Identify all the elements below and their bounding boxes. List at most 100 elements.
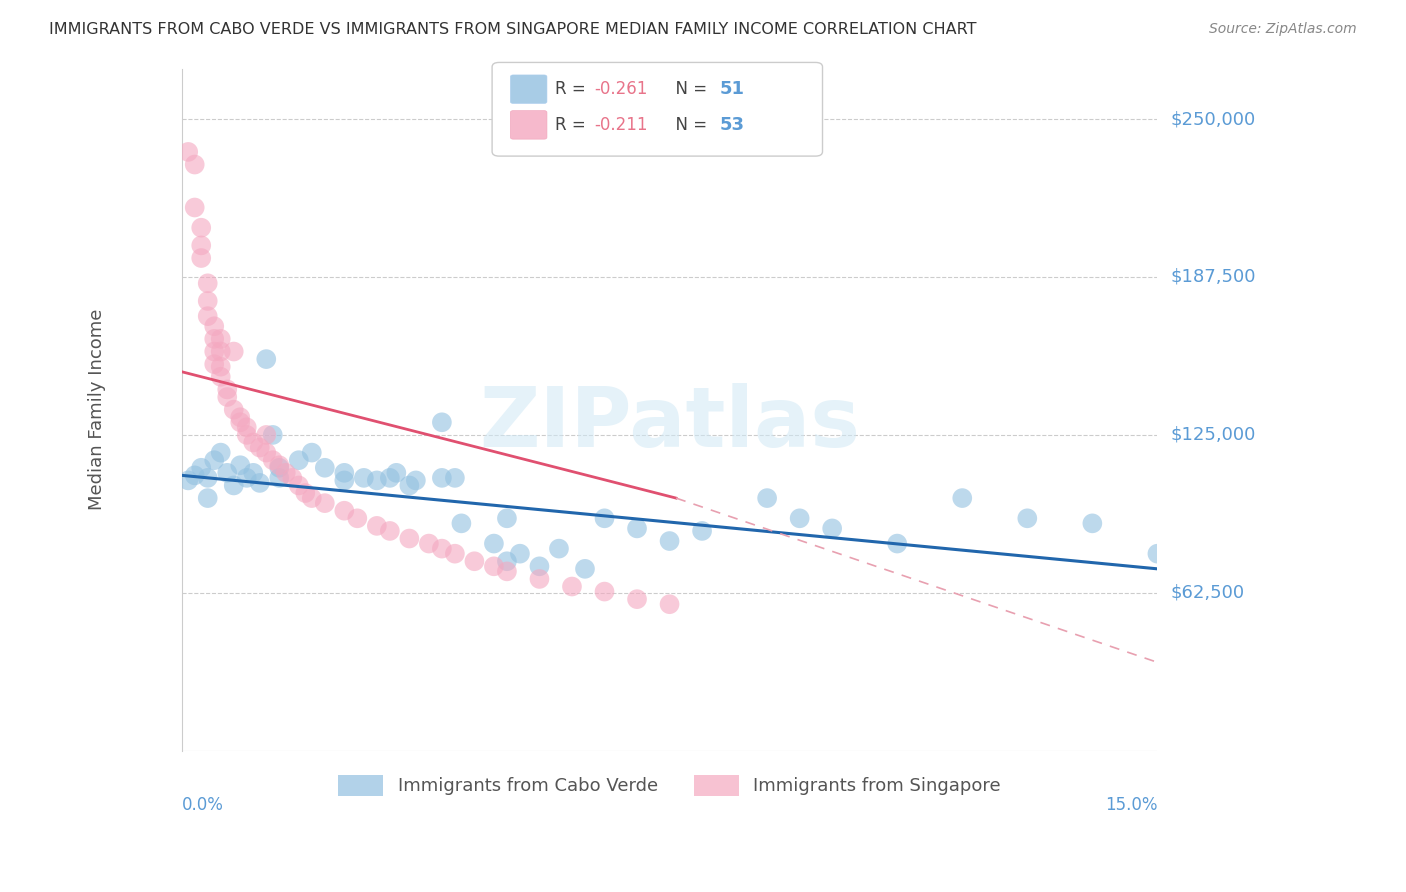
Text: N =: N = [665, 116, 713, 134]
Immigrants from Singapore [235, 420, 257, 434]
Immigrants from Singapore [197, 277, 219, 291]
Immigrants from Singapore [209, 344, 232, 359]
Immigrants from Singapore [229, 415, 252, 429]
Immigrants from Singapore [346, 511, 368, 525]
Immigrants from Singapore [482, 559, 505, 574]
Immigrants from Singapore [254, 428, 277, 442]
Text: $250,000: $250,000 [1170, 110, 1256, 128]
Immigrants from Singapore [197, 293, 219, 308]
Immigrants from Cabo Verde [821, 521, 844, 535]
Immigrants from Cabo Verde [333, 466, 356, 480]
Legend: Immigrants from Cabo Verde, Immigrants from Singapore: Immigrants from Cabo Verde, Immigrants f… [330, 768, 1008, 803]
Immigrants from Cabo Verde [405, 474, 427, 488]
Immigrants from Singapore [333, 504, 356, 518]
Immigrants from Cabo Verde [450, 516, 472, 531]
Immigrants from Singapore [418, 536, 440, 550]
Immigrants from Cabo Verde [574, 562, 596, 576]
Immigrants from Singapore [378, 524, 401, 538]
Immigrants from Cabo Verde [249, 475, 271, 490]
Text: Source: ZipAtlas.com: Source: ZipAtlas.com [1209, 22, 1357, 37]
Immigrants from Singapore [222, 402, 245, 417]
Immigrants from Cabo Verde [509, 547, 531, 561]
Immigrants from Singapore [626, 592, 648, 607]
Text: $62,500: $62,500 [1170, 584, 1244, 602]
Immigrants from Singapore [217, 383, 239, 397]
Text: Median Family Income: Median Family Income [89, 309, 105, 510]
Immigrants from Cabo Verde [269, 471, 291, 485]
Immigrants from Singapore [183, 201, 205, 215]
Immigrants from Singapore [202, 344, 225, 359]
Immigrants from Cabo Verde [288, 453, 311, 467]
Immigrants from Cabo Verde [496, 511, 519, 525]
Immigrants from Singapore [314, 496, 336, 510]
Immigrants from Cabo Verde [235, 471, 257, 485]
Immigrants from Cabo Verde [789, 511, 811, 525]
Immigrants from Singapore [288, 478, 311, 492]
Immigrants from Cabo Verde [378, 471, 401, 485]
Immigrants from Cabo Verde [366, 474, 388, 488]
Text: N =: N = [665, 80, 713, 98]
Text: -0.261: -0.261 [595, 80, 648, 98]
Text: R =: R = [555, 116, 592, 134]
Immigrants from Singapore [281, 471, 304, 485]
Text: -0.211: -0.211 [595, 116, 648, 134]
Text: 0.0%: 0.0% [181, 797, 224, 814]
Immigrants from Cabo Verde [690, 524, 713, 538]
Immigrants from Singapore [254, 445, 277, 459]
Immigrants from Singapore [197, 309, 219, 323]
Text: R =: R = [555, 80, 592, 98]
Text: 53: 53 [720, 116, 745, 134]
Immigrants from Cabo Verde [548, 541, 571, 556]
Immigrants from Singapore [274, 466, 297, 480]
Immigrants from Cabo Verde [398, 478, 420, 492]
Immigrants from Singapore [229, 410, 252, 425]
Immigrants from Cabo Verde [444, 471, 467, 485]
Immigrants from Singapore [269, 458, 291, 473]
Immigrants from Singapore [235, 428, 257, 442]
Immigrants from Singapore [529, 572, 551, 586]
Immigrants from Cabo Verde [197, 471, 219, 485]
Immigrants from Singapore [262, 453, 284, 467]
Immigrants from Singapore [209, 332, 232, 346]
Immigrants from Cabo Verde [593, 511, 616, 525]
Immigrants from Cabo Verde [1017, 511, 1039, 525]
Immigrants from Cabo Verde [333, 474, 356, 488]
Immigrants from Cabo Verde [314, 460, 336, 475]
Immigrants from Cabo Verde [229, 458, 252, 473]
Immigrants from Cabo Verde [658, 534, 681, 549]
Immigrants from Singapore [496, 565, 519, 579]
Immigrants from Singapore [430, 541, 453, 556]
Text: ZIPatlas: ZIPatlas [479, 383, 860, 464]
Immigrants from Cabo Verde [496, 554, 519, 568]
Immigrants from Cabo Verde [190, 460, 212, 475]
Immigrants from Singapore [593, 584, 616, 599]
Immigrants from Singapore [249, 441, 271, 455]
Immigrants from Cabo Verde [242, 466, 264, 480]
Immigrants from Singapore [177, 145, 200, 159]
Text: 51: 51 [720, 80, 745, 98]
Immigrants from Cabo Verde [202, 453, 225, 467]
Immigrants from Cabo Verde [197, 491, 219, 505]
Text: 15.0%: 15.0% [1105, 797, 1157, 814]
Immigrants from Singapore [444, 547, 467, 561]
Immigrants from Singapore [463, 554, 485, 568]
Immigrants from Cabo Verde [430, 471, 453, 485]
Immigrants from Singapore [202, 332, 225, 346]
Immigrants from Singapore [398, 532, 420, 546]
Immigrants from Cabo Verde [183, 468, 205, 483]
Immigrants from Singapore [222, 344, 245, 359]
Immigrants from Cabo Verde [430, 415, 453, 429]
Immigrants from Cabo Verde [886, 536, 908, 550]
Immigrants from Singapore [183, 157, 205, 171]
Immigrants from Cabo Verde [177, 474, 200, 488]
Immigrants from Singapore [658, 597, 681, 611]
Immigrants from Singapore [301, 491, 323, 505]
Immigrants from Singapore [217, 390, 239, 404]
Immigrants from Cabo Verde [353, 471, 375, 485]
Immigrants from Cabo Verde [301, 445, 323, 459]
Immigrants from Singapore [294, 486, 316, 500]
Immigrants from Singapore [209, 369, 232, 384]
Immigrants from Singapore [190, 238, 212, 252]
Immigrants from Cabo Verde [254, 352, 277, 367]
Text: $125,000: $125,000 [1170, 425, 1256, 444]
